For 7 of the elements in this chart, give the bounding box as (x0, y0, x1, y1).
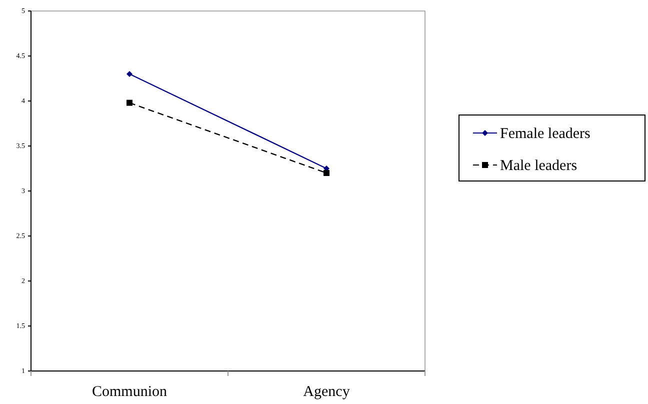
legend-label: Female leaders (500, 126, 591, 142)
point (126, 71, 132, 77)
legend-label: Male leaders (500, 158, 578, 174)
x-tick-label: Agency (303, 384, 350, 400)
x-tick-label: Communion (92, 384, 168, 400)
point (324, 170, 330, 176)
point (126, 100, 132, 106)
